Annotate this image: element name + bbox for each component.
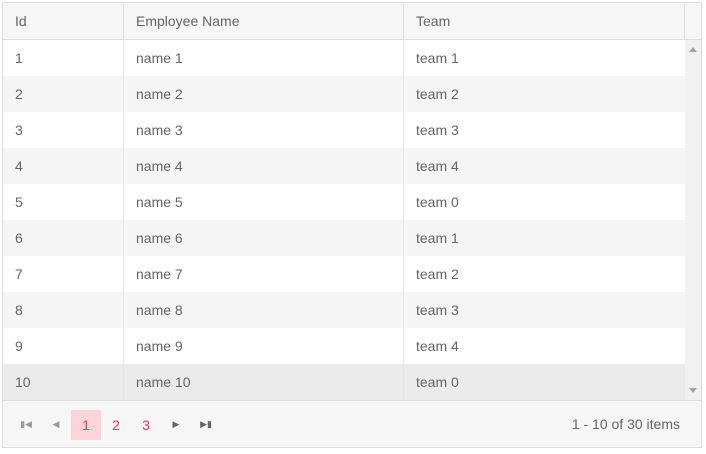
cell-employee-name: name 8 bbox=[124, 292, 404, 328]
grid-rows: 1 name 1 team 1 2 name 2 team 2 3 name 3 team 3 4… bbox=[3, 40, 685, 400]
table-row[interactable]: 5 name 5 team 0 bbox=[3, 184, 685, 220]
table-row[interactable]: 8 name 8 team 3 bbox=[3, 292, 685, 328]
cell-team: team 2 bbox=[416, 266, 459, 282]
table-row[interactable]: 4 name 4 team 4 bbox=[3, 148, 685, 184]
cell-id: 7 bbox=[3, 256, 124, 292]
cell-employee-name: name 9 bbox=[124, 328, 404, 364]
column-header-team[interactable]: Team bbox=[404, 3, 685, 39]
cell-team: team 0 bbox=[416, 374, 459, 390]
header-scrollbar-spacer bbox=[685, 3, 701, 39]
page-1-button[interactable]: 1 bbox=[71, 409, 101, 440]
cell-id: 5 bbox=[3, 184, 124, 220]
prev-page-icon[interactable]: ◀ bbox=[52, 419, 60, 429]
table-row[interactable]: 7 name 7 team 2 bbox=[3, 256, 685, 292]
cell-employee-name: name 2 bbox=[124, 76, 404, 112]
column-header-employee-name[interactable]: Employee Name bbox=[124, 3, 404, 39]
cell-id: 9 bbox=[3, 328, 124, 364]
cell-team: team 1 bbox=[416, 50, 459, 66]
cell-team: team 4 bbox=[416, 158, 459, 174]
grid-header: Id Employee Name Team bbox=[3, 3, 701, 40]
employee-grid: Id Employee Name Team 1 name 1 team 1 2 name… bbox=[2, 2, 702, 448]
cell-team: team 0 bbox=[416, 194, 459, 210]
cell-id: 6 bbox=[3, 220, 124, 256]
vertical-scrollbar[interactable] bbox=[685, 40, 701, 400]
column-header-id[interactable]: Id bbox=[3, 3, 124, 39]
cell-id: 10 bbox=[3, 364, 124, 400]
cell-employee-name: name 4 bbox=[124, 148, 404, 184]
cell-employee-name: name 5 bbox=[124, 184, 404, 220]
cell-team: team 3 bbox=[416, 302, 459, 318]
scroll-up-icon[interactable] bbox=[689, 47, 697, 52]
page-3-button[interactable]: 3 bbox=[142, 416, 150, 433]
cell-id: 1 bbox=[3, 40, 124, 76]
pager-info: 1 - 10 of 30 items bbox=[571, 416, 680, 432]
cell-id: 2 bbox=[3, 76, 124, 112]
cell-employee-name: name 6 bbox=[124, 220, 404, 256]
table-row[interactable]: 2 name 2 team 2 bbox=[3, 76, 685, 112]
cell-employee-name: name 10 bbox=[124, 364, 404, 400]
table-row[interactable]: 1 name 1 team 1 bbox=[3, 40, 685, 76]
cell-team: team 1 bbox=[416, 230, 459, 246]
table-row[interactable]: 6 name 6 team 1 bbox=[3, 220, 685, 256]
cell-team: team 3 bbox=[416, 122, 459, 138]
table-row[interactable]: 9 name 9 team 4 bbox=[3, 328, 685, 364]
cell-team: team 2 bbox=[416, 86, 459, 102]
cell-employee-name: name 1 bbox=[124, 40, 404, 76]
cell-employee-name: name 7 bbox=[124, 256, 404, 292]
cell-team: team 4 bbox=[416, 338, 459, 354]
table-row[interactable]: 3 name 3 team 3 bbox=[3, 112, 685, 148]
table-row[interactable]: 10 name 10 team 0 bbox=[3, 364, 685, 400]
last-page-icon[interactable]: ▶▮ bbox=[200, 419, 212, 429]
next-page-icon[interactable]: ▶ bbox=[172, 419, 180, 429]
pager: ▮◀ ◀ 1 2 3 ▶ ▶▮ 1 - 10 of 30 items bbox=[3, 400, 701, 447]
cell-employee-name: name 3 bbox=[124, 112, 404, 148]
first-page-icon[interactable]: ▮◀ bbox=[20, 419, 32, 429]
cell-id: 4 bbox=[3, 148, 124, 184]
cell-id: 3 bbox=[3, 112, 124, 148]
page-2-button[interactable]: 2 bbox=[112, 416, 120, 433]
cell-id: 8 bbox=[3, 292, 124, 328]
scroll-down-icon[interactable] bbox=[689, 388, 697, 393]
